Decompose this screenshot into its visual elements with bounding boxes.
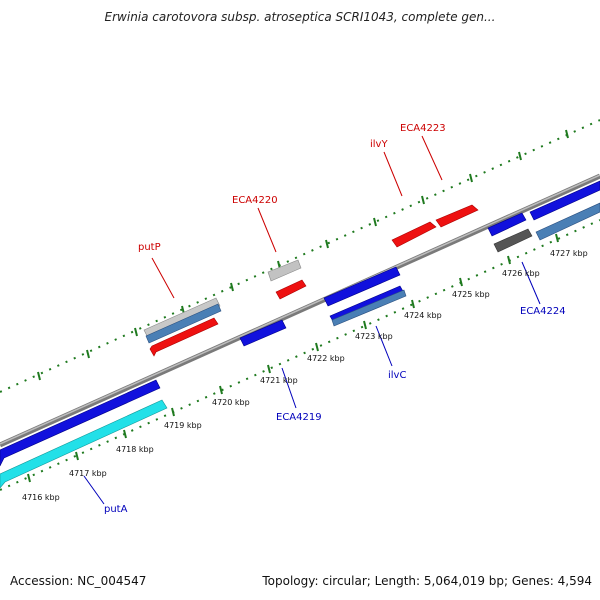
puta-leader (83, 475, 105, 505)
eca4224-dark-feature[interactable] (493, 228, 533, 253)
reverse-gene-labels: putA ECA4219 ilvC ECA4224 (104, 306, 566, 515)
eca4219-leader (281, 367, 297, 409)
inner-major-ticks (27, 233, 559, 483)
outer-major-tick (421, 195, 425, 205)
eca4224-leader (521, 261, 541, 305)
forward-gene-labels: putP ECA4220 ilvY ECA4223 (138, 123, 446, 253)
outer-major-tick (86, 349, 90, 359)
outer-tick-line (0, 119, 600, 393)
outer-major-tick (325, 239, 329, 249)
gene-label-eca4220[interactable]: ECA4220 (232, 195, 278, 206)
kbp-label: 4719 kbp (164, 421, 202, 430)
outer-major-tick (230, 282, 234, 292)
gene-label-ilvc[interactable]: ilvC (388, 370, 406, 381)
outer-major-tick (373, 217, 377, 227)
eca4220-grey-feature[interactable] (267, 259, 302, 282)
outer-tick-track (0, 119, 600, 393)
genome-backbone (0, 173, 600, 448)
inner-major-tick (555, 233, 559, 243)
ilvy-gene-arrow[interactable] (391, 221, 437, 248)
putp-leader (151, 257, 175, 299)
kbp-label: 4716 kbp (22, 493, 60, 502)
ilvc-gene-arrow[interactable] (323, 266, 401, 307)
ilvy-leader (383, 151, 403, 197)
outer-major-tick (469, 173, 473, 183)
puta-gene-arrow[interactable] (0, 379, 161, 467)
gene-label-puta[interactable]: putA (104, 504, 128, 515)
gene-label-ilvy[interactable]: ilvY (370, 139, 388, 150)
puta-rna-cyan[interactable] (0, 399, 168, 489)
kbp-label: 4721 kbp (260, 376, 298, 385)
inner-major-tick (27, 473, 31, 483)
kbp-label: 4717 kbp (69, 469, 107, 478)
outer-major-tick (518, 151, 522, 161)
ilvc-leader (375, 325, 393, 367)
forward-features (143, 204, 479, 357)
map-title: Erwinia carotovora subsp. atroseptica SC… (104, 10, 496, 24)
kbp-label: 4720 kbp (212, 398, 250, 407)
inner-major-tick (363, 320, 367, 330)
gene-label-putp[interactable]: putP (138, 242, 161, 253)
accession-text: Accession: NC_004547 (10, 574, 147, 588)
gene-label-eca4224[interactable]: ECA4224 (520, 306, 566, 317)
kbp-label: 4724 kbp (404, 311, 442, 320)
inner-major-tick (411, 299, 415, 309)
putp-cds-grey[interactable] (143, 297, 221, 339)
kbp-label: 4727 kbp (550, 249, 588, 258)
outer-major-ticks (37, 129, 569, 381)
eca4220-leader (257, 207, 277, 253)
outer-major-tick (37, 371, 41, 381)
genome-summary-text: Topology: circular; Length: 5,064,019 bp… (262, 574, 592, 588)
reverse-features (0, 180, 600, 489)
ilvc-cds-steel[interactable] (331, 289, 407, 327)
kbp-label: 4718 kbp (116, 445, 154, 454)
inner-major-tick (171, 407, 175, 417)
next-gene-arrow[interactable] (529, 180, 600, 221)
inner-tick-track (0, 219, 600, 491)
next-cds-steel[interactable] (535, 202, 600, 241)
inner-major-tick (267, 364, 271, 374)
kbp-label: 4722 kbp (307, 354, 345, 363)
inner-major-tick (219, 385, 223, 395)
inner-major-tick (75, 451, 79, 461)
outer-major-tick (134, 327, 138, 337)
inner-major-tick (315, 342, 319, 352)
kbp-label: 4723 kbp (355, 332, 393, 341)
inner-major-tick (123, 429, 127, 439)
label-leaders (83, 135, 541, 505)
inner-major-tick (459, 277, 463, 287)
eca4220-gene-arrow[interactable] (275, 279, 307, 300)
kbp-label: 4725 kbp (452, 290, 490, 299)
gene-label-eca4219[interactable]: ECA4219 (276, 412, 322, 423)
putp-gene-arrow[interactable] (149, 317, 219, 357)
inner-major-tick (507, 255, 511, 265)
genome-backbone-highlight (0, 174, 600, 445)
outer-major-tick (565, 129, 569, 139)
kbp-label: 4726 kbp (502, 269, 540, 278)
eca4223-gene-arrow[interactable] (435, 204, 479, 228)
eca4223-leader (421, 135, 443, 181)
kbp-labels: 4716 kbp 4717 kbp 4718 kbp 4719 kbp 4720… (22, 249, 588, 502)
inner-tick-line (0, 219, 600, 491)
putp-cds-steel[interactable] (145, 303, 222, 344)
eca4224-gene-arrow[interactable] (487, 212, 527, 237)
eca4219-gene-arrow[interactable] (239, 319, 287, 347)
gene-label-eca4223[interactable]: ECA4223 (400, 123, 446, 134)
